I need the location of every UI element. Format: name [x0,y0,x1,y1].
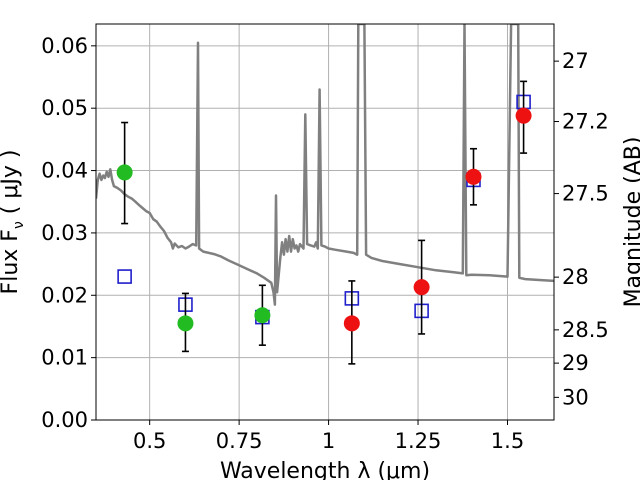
x-axis-label: Wavelength λ (μm) [220,459,430,480]
grid [96,24,554,421]
y-tick-label: 0.01 [41,346,88,370]
observed-marker [515,107,532,124]
spectrum-layer [96,24,554,306]
y-axis-label-main: Flux F [0,229,23,294]
model-points-layer [117,94,531,325]
x-tick-label: 0.5 [133,429,166,453]
y-tick-label: 0.03 [41,221,88,245]
observed-marker [116,164,133,181]
right-tick-label: 27.5 [562,182,609,206]
x-tick-label: 1.25 [395,429,442,453]
x-tick-label: 0.75 [216,429,263,453]
y-axis-label: Flux Fν ( μJy ) [0,150,27,295]
right-tick-label: 30 [562,385,589,409]
right-tick-label: 29 [562,351,589,375]
x-axis-ticks: 0.5 0.75 1 1.25 1.5 [133,420,524,453]
model-point [117,269,132,284]
y-tick-label: 0.06 [41,34,88,58]
observed-marker [413,279,430,296]
right-tick-label: 28.5 [562,318,609,342]
y-axis-label-subscript: ν [11,221,27,229]
observed-point [413,239,430,335]
right-tick-label: 27.2 [562,110,609,134]
observed-point [465,147,482,206]
observed-point [515,80,532,154]
observed-point [343,280,360,365]
right-axis-ticks: 27 27.2 27.5 28 28.5 29 30 [554,49,609,409]
right-tick-label: 27 [562,49,589,73]
observed-marker [465,168,482,185]
right-tick-label: 28 [562,265,589,289]
y-tick-label: 0.02 [41,283,88,307]
observed-point [116,121,133,225]
plot-frame [95,23,555,421]
y-axis-ticks: 0.00 0.01 0.02 0.03 0.04 0.05 0.06 [41,34,96,432]
x-tick-label: 1.5 [491,429,524,453]
y-tick-label: 0.00 [41,408,88,432]
observed-marker [343,315,360,332]
y-tick-label: 0.04 [41,159,88,183]
observed-points-layer [116,80,532,365]
x-tick-label: 1 [322,429,335,453]
y-tick-label: 0.05 [41,96,88,120]
spectrum-line [96,24,554,306]
observed-point [254,284,271,346]
observed-marker [177,315,194,332]
observed-marker [254,307,271,324]
observed-point [177,292,194,353]
right-axis-label: Magnitude (AB) [621,137,640,308]
y-axis-label-unit: ( μJy ) [0,150,23,222]
